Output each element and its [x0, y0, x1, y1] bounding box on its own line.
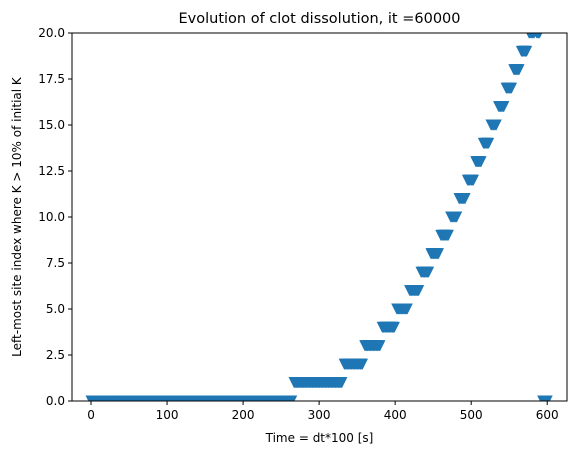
chart-title: Evolution of clot dissolution, it =60000: [179, 11, 461, 27]
data-point: [505, 82, 517, 94]
data-point: [401, 303, 413, 315]
y-tick-label: 20.0: [38, 26, 65, 40]
y-axis: 0.0 2.5 5.0 7.5 10.0 12.5 15.0 17.5 20.0: [38, 26, 72, 408]
data-point: [432, 248, 444, 260]
data-point: [541, 395, 553, 401]
data-point: [451, 211, 463, 223]
x-axis-label: Time = dt*100 [s]: [265, 431, 374, 445]
x-tick-label: 200: [232, 408, 255, 422]
y-tick-label: 10.0: [38, 210, 65, 224]
data-point: [388, 321, 400, 333]
y-tick-label: 0.0: [46, 394, 65, 408]
data-point: [490, 119, 502, 131]
data-point: [498, 101, 510, 113]
data-point: [483, 137, 495, 149]
data-point: [459, 193, 471, 205]
y-tick-label: 5.0: [46, 302, 65, 316]
data-point: [513, 64, 525, 76]
data-point: [286, 395, 298, 401]
data-point: [374, 340, 386, 352]
y-tick-label: 2.5: [46, 348, 65, 362]
x-tick-label: 100: [156, 408, 179, 422]
x-tick-label: 400: [384, 408, 407, 422]
data-points: [85, 33, 553, 401]
y-tick-label: 15.0: [38, 118, 65, 132]
data-point: [521, 45, 533, 57]
y-tick-label: 17.5: [38, 72, 65, 86]
data-point: [356, 358, 368, 370]
x-tick-label: 500: [460, 408, 483, 422]
y-axis-label: Left-most site index where K > 10% of in…: [10, 76, 24, 357]
data-point: [536, 33, 543, 39]
y-tick-label: 7.5: [46, 256, 65, 270]
data-point: [475, 156, 487, 168]
x-tick-label: 600: [536, 408, 559, 422]
x-tick-label: 0: [87, 408, 95, 422]
data-point: [423, 266, 435, 278]
y-tick-label: 12.5: [38, 164, 65, 178]
x-axis: 0 100 200 300 400 500 600: [87, 401, 559, 422]
data-point: [336, 377, 348, 389]
data-point: [413, 285, 425, 297]
x-tick-label: 300: [308, 408, 331, 422]
data-point: [442, 229, 454, 241]
plot-frame: [71, 32, 568, 402]
data-point: [467, 174, 479, 186]
